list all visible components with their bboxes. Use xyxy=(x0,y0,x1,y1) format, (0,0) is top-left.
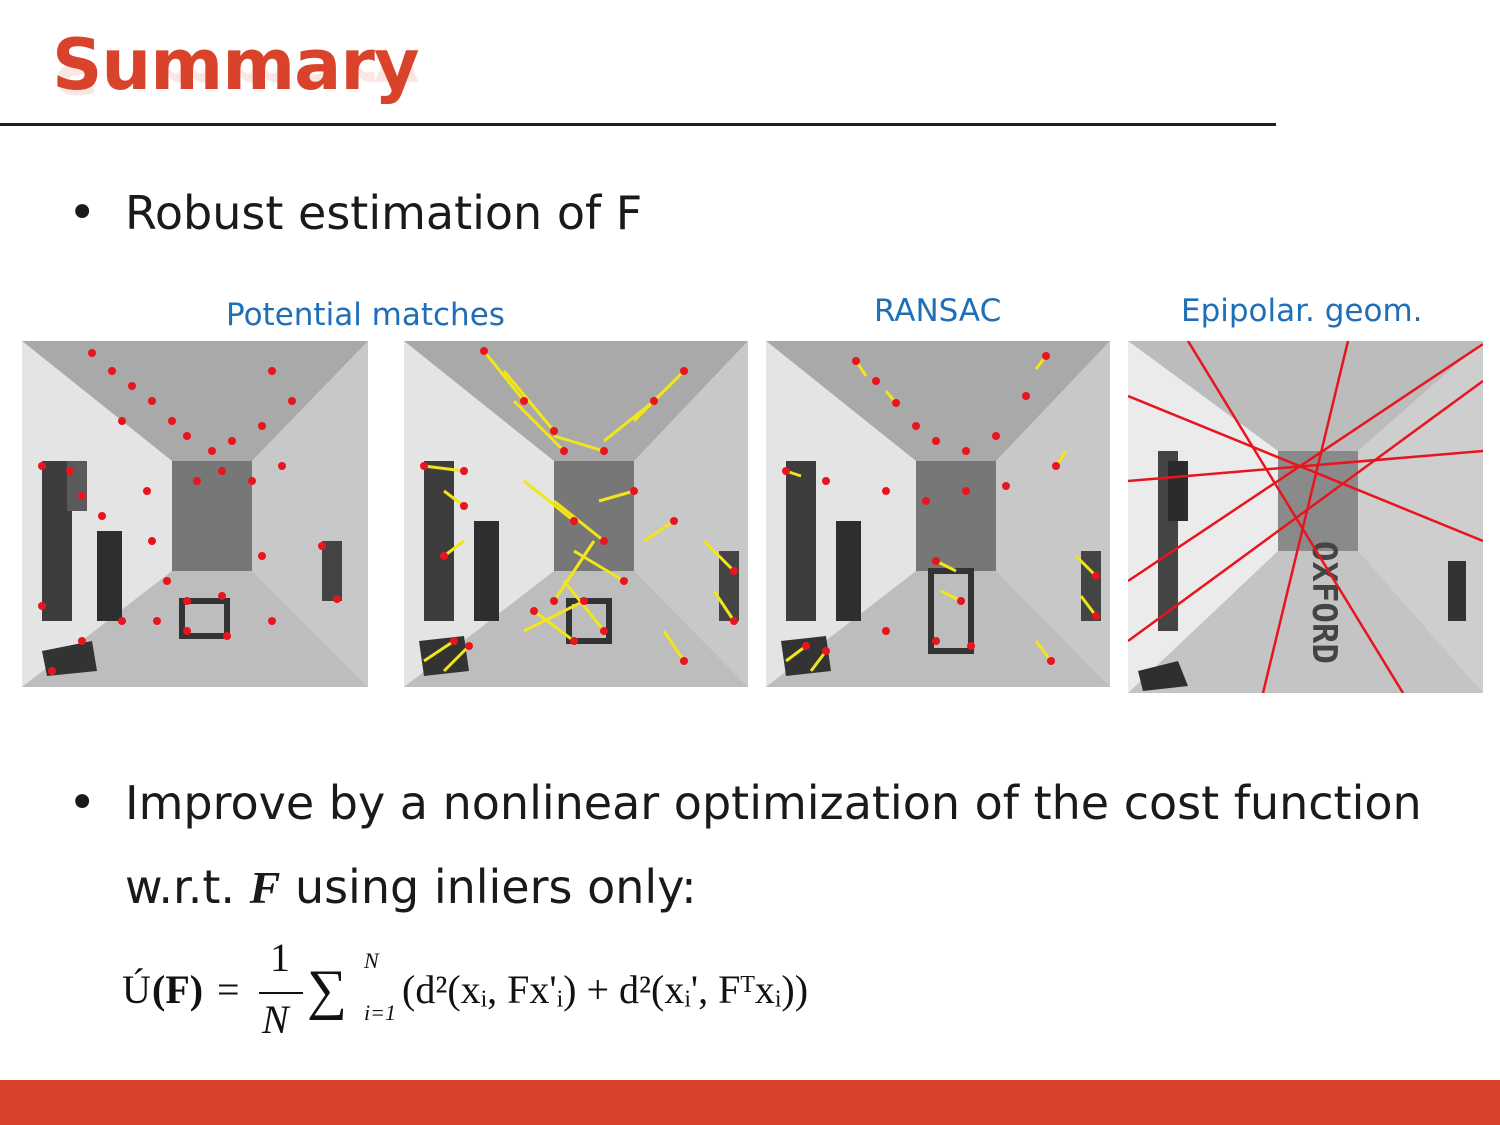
wrt-prefix: w.r.t. xyxy=(125,860,235,914)
caption-epipolar-geometry: Epipolar. geom. xyxy=(1181,293,1423,329)
corridor-image-3 xyxy=(766,341,1110,687)
formula-sum-symbol: ∑ xyxy=(307,958,347,1022)
bullet-improve-line2: w.r.t. F using inliers only: xyxy=(125,860,697,914)
corridor-image-1 xyxy=(22,341,368,687)
bullet-marker: • xyxy=(68,775,96,831)
svg-text:OXFORD: OXFORD xyxy=(1304,541,1344,664)
wrt-suffix: using inliers only: xyxy=(295,860,697,914)
caption-potential-matches: Potential matches xyxy=(226,297,505,333)
formula-frac-num: 1 xyxy=(270,934,290,981)
variable-F: F xyxy=(250,862,281,913)
bullet-marker: • xyxy=(68,185,96,241)
image-potential-matches-left xyxy=(22,341,368,687)
bullet-improve-line1: Improve by a nonlinear optimization of t… xyxy=(125,776,1422,830)
formula-sum-upper: N xyxy=(364,948,379,974)
slide-title-reflection: Summary xyxy=(52,66,419,102)
formula-frac-den: N xyxy=(262,996,289,1043)
formula-equals: = xyxy=(217,966,240,1013)
corridor-image-2 xyxy=(404,341,748,687)
formula-lhs-arg: (F) xyxy=(152,966,203,1013)
bullet-robust-estimation: Robust estimation of F xyxy=(125,186,642,240)
corridor-image-4: OXFORD xyxy=(1128,341,1483,693)
image-epipolar-geometry: OXFORD xyxy=(1128,341,1483,693)
formula-sum-lower: i=1 xyxy=(364,1000,396,1026)
formula-frac-bar xyxy=(259,992,303,994)
image-ransac-inliers xyxy=(766,341,1110,687)
formula-body: (d²(xᵢ, Fx'ᵢ) + d²(xᵢ', Fᵀxᵢ)) xyxy=(402,966,808,1013)
title-divider xyxy=(0,123,1276,126)
formula-lhs-symbol: Ú xyxy=(122,966,151,1013)
caption-ransac: RANSAC xyxy=(874,293,1001,329)
image-potential-matches-right xyxy=(404,341,748,687)
bottom-accent-bar xyxy=(0,1080,1500,1125)
